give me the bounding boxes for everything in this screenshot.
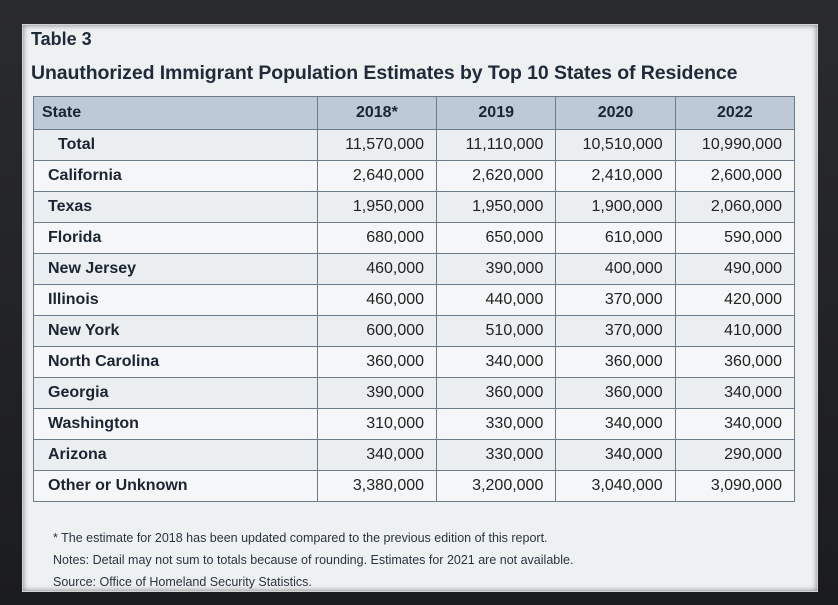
state-cell: California <box>33 160 318 192</box>
value-cell: 390,000 <box>316 377 438 409</box>
value-cell: 510,000 <box>436 315 557 347</box>
column-header-2022: 2022 <box>674 96 796 130</box>
footnote-source: Source: Office of Homeland Security Stat… <box>53 575 312 589</box>
state-cell: Washington <box>33 408 318 440</box>
table-label: Table 3 <box>31 29 92 49</box>
value-cell: 2,640,000 <box>316 160 438 192</box>
value-cell: 340,000 <box>674 377 796 409</box>
value-cell: 330,000 <box>436 439 557 471</box>
value-cell: 460,000 <box>316 253 438 285</box>
value-cell: 340,000 <box>436 346 557 378</box>
table-row: Texas 1,950,000 1,950,000 1,900,000 2,060,00… <box>33 191 796 223</box>
state-cell: Other or Unknown <box>33 470 318 502</box>
table-row: California 2,640,000 2,620,000 2,410,000 2,6… <box>33 160 796 192</box>
footnotes: * The estimate for 2018 has been updated… <box>53 527 573 593</box>
state-cell: New Jersey <box>33 253 318 285</box>
header-row: State 2018* 2019 2020 2022 <box>33 96 796 130</box>
value-cell: 680,000 <box>316 222 438 254</box>
value-cell: 440,000 <box>436 284 557 316</box>
value-cell: 360,000 <box>316 346 438 378</box>
table-sheet: Table 3 Unauthorized Immigrant Populatio… <box>22 24 818 592</box>
value-cell: 1,950,000 <box>316 191 438 223</box>
state-cell: Arizona <box>33 439 318 471</box>
value-cell: 3,380,000 <box>316 470 438 502</box>
value-cell: 360,000 <box>674 346 796 378</box>
table-row: Illinois 460,000 440,000 370,000 420,000 <box>33 284 796 316</box>
value-cell: 360,000 <box>555 377 676 409</box>
value-cell: 2,620,000 <box>436 160 557 192</box>
value-cell: 1,900,000 <box>555 191 676 223</box>
value-cell: 2,410,000 <box>555 160 676 192</box>
value-cell: 11,570,000 <box>316 129 438 161</box>
value-cell: 390,000 <box>436 253 557 285</box>
footnote-asterisk: * The estimate for 2018 has been updated… <box>53 531 548 545</box>
value-cell: 340,000 <box>674 408 796 440</box>
state-cell: Texas <box>33 191 318 223</box>
value-cell: 3,040,000 <box>555 470 676 502</box>
value-cell: 360,000 <box>436 377 557 409</box>
value-cell: 310,000 <box>316 408 438 440</box>
column-header-state: State <box>33 96 318 130</box>
value-cell: 410,000 <box>674 315 796 347</box>
value-cell: 400,000 <box>555 253 676 285</box>
value-cell: 590,000 <box>674 222 796 254</box>
column-header-2020: 2020 <box>555 96 676 130</box>
value-cell: 330,000 <box>436 408 557 440</box>
column-header-2018: 2018* <box>316 96 438 130</box>
value-cell: 340,000 <box>555 408 676 440</box>
value-cell: 360,000 <box>555 346 676 378</box>
table-row: Arizona 340,000 330,000 340,000 290,000 <box>33 439 796 471</box>
table-row: New York 600,000 510,000 370,000 410,000 <box>33 315 796 347</box>
value-cell: 490,000 <box>674 253 796 285</box>
state-cell: New York <box>33 315 318 347</box>
table-row: Washington 310,000 330,000 340,000 340,000 <box>33 408 796 440</box>
value-cell: 610,000 <box>555 222 676 254</box>
state-cell: Total <box>33 129 318 161</box>
table-row: Georgia 390,000 360,000 360,000 340,000 <box>33 377 796 409</box>
column-header-2019: 2019 <box>436 96 557 130</box>
footnote-notes: Notes: Detail may not sum to totals beca… <box>53 553 574 567</box>
value-cell: 340,000 <box>555 439 676 471</box>
table-title: Unauthorized Immigrant Population Estima… <box>31 62 738 84</box>
state-cell: North Carolina <box>33 346 318 378</box>
value-cell: 340,000 <box>316 439 438 471</box>
state-cell: Georgia <box>33 377 318 409</box>
value-cell: 10,990,000 <box>674 129 796 161</box>
value-cell: 290,000 <box>674 439 796 471</box>
table-row: Total 11,570,000 11,110,000 10,510,000 10,99… <box>33 129 796 161</box>
table-row: New Jersey 460,000 390,000 400,000 490,000 <box>33 253 796 285</box>
value-cell: 2,060,000 <box>674 191 796 223</box>
value-cell: 3,200,000 <box>436 470 557 502</box>
value-cell: 10,510,000 <box>555 129 676 161</box>
state-cell: Florida <box>33 222 318 254</box>
value-cell: 11,110,000 <box>436 129 557 161</box>
table-row: Florida 680,000 650,000 610,000 590,000 <box>33 222 796 254</box>
table-row: Other or Unknown 3,380,000 3,200,000 3,040,… <box>33 470 796 502</box>
value-cell: 370,000 <box>555 315 676 347</box>
value-cell: 600,000 <box>316 315 438 347</box>
data-table: State 2018* 2019 2020 2022 Total 11,570,0… <box>33 96 796 502</box>
table-row: North Carolina 360,000 340,000 360,000 360,0… <box>33 346 796 378</box>
value-cell: 460,000 <box>316 284 438 316</box>
value-cell: 370,000 <box>555 284 676 316</box>
state-cell: Illinois <box>33 284 318 316</box>
value-cell: 420,000 <box>674 284 796 316</box>
value-cell: 650,000 <box>436 222 557 254</box>
value-cell: 1,950,000 <box>436 191 557 223</box>
value-cell: 3,090,000 <box>674 470 796 502</box>
table-body: Total 11,570,000 11,110,000 10,510,000 10,99… <box>33 129 796 502</box>
value-cell: 2,600,000 <box>674 160 796 192</box>
